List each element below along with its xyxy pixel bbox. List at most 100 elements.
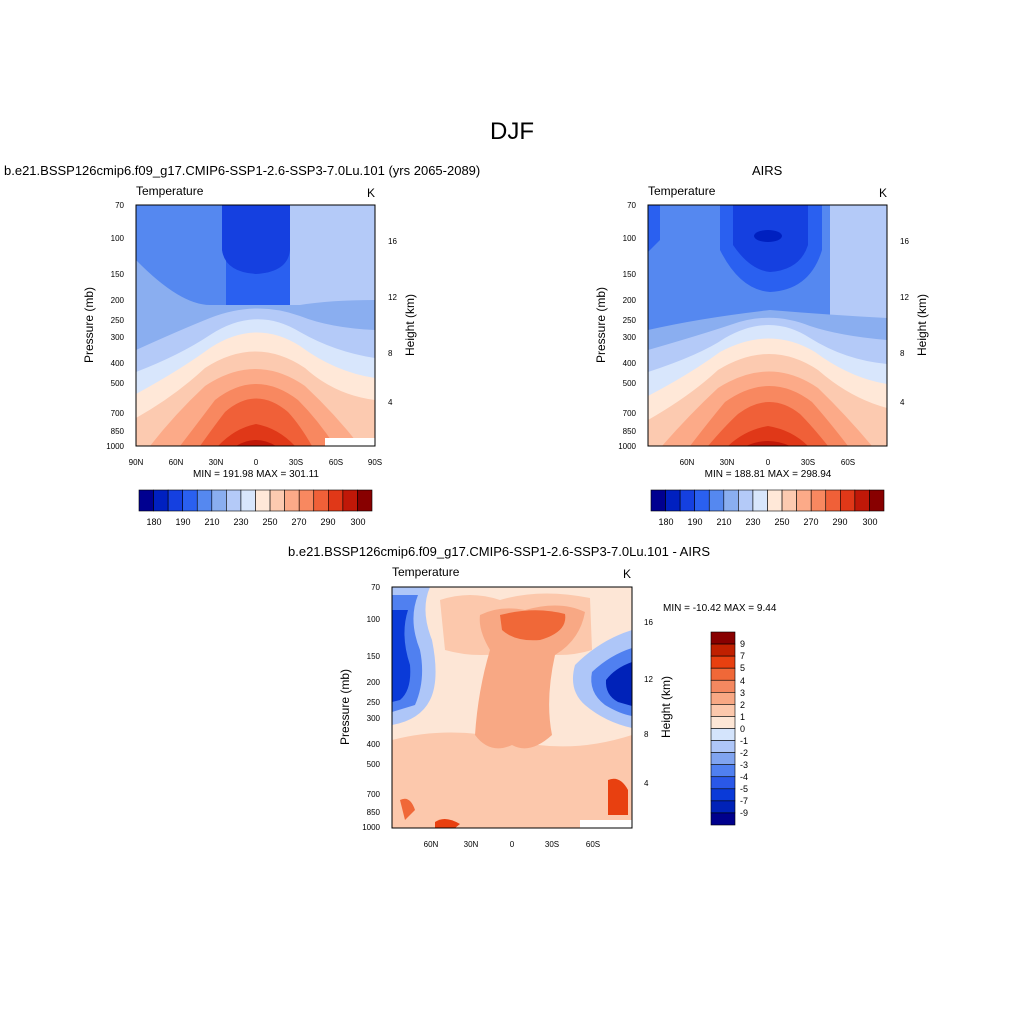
svg-text:850: 850 xyxy=(367,808,381,817)
svg-text:30N: 30N xyxy=(209,458,224,467)
panel3-subtitle: b.e21.BSSP126cmip6.f09_g17.CMIP6-SSP1-2.… xyxy=(288,544,711,559)
svg-text:16: 16 xyxy=(388,237,397,246)
svg-text:500: 500 xyxy=(367,760,381,769)
svg-text:2: 2 xyxy=(740,700,745,710)
svg-text:70: 70 xyxy=(627,201,636,210)
svg-text:290: 290 xyxy=(320,517,335,527)
svg-text:400: 400 xyxy=(111,359,125,368)
svg-text:9: 9 xyxy=(740,639,745,649)
svg-text:230: 230 xyxy=(745,517,760,527)
svg-text:100: 100 xyxy=(623,234,637,243)
colorbar-swatch xyxy=(710,776,736,790)
svg-text:300: 300 xyxy=(350,517,365,527)
colorbar-swatch xyxy=(710,704,736,717)
svg-text:4: 4 xyxy=(644,779,649,788)
colorbar-swatch xyxy=(710,728,736,741)
colorbar-swatch xyxy=(710,631,736,645)
svg-text:300: 300 xyxy=(111,333,125,342)
svg-text:150: 150 xyxy=(111,270,125,279)
svg-text:200: 200 xyxy=(623,296,637,305)
colorbar-swatch xyxy=(710,800,736,814)
svg-text:190: 190 xyxy=(687,517,702,527)
panel3-field xyxy=(392,587,632,828)
panel2-field xyxy=(648,205,887,446)
svg-text:300: 300 xyxy=(623,333,637,342)
svg-text:30S: 30S xyxy=(545,840,559,849)
svg-text:250: 250 xyxy=(262,517,277,527)
svg-text:250: 250 xyxy=(111,316,125,325)
svg-text:0: 0 xyxy=(510,840,515,849)
svg-text:12: 12 xyxy=(900,293,909,302)
panel2-stats: MIN = 188.81 MAX = 298.94 xyxy=(705,469,832,480)
svg-text:90N: 90N xyxy=(129,458,144,467)
panel3-units: K xyxy=(623,567,631,581)
svg-text:190: 190 xyxy=(175,517,190,527)
svg-text:230: 230 xyxy=(233,517,248,527)
panel3-colorbar xyxy=(710,631,736,826)
svg-text:1000: 1000 xyxy=(362,823,380,832)
svg-text:60N: 60N xyxy=(169,458,184,467)
svg-text:Pressure (mb): Pressure (mb) xyxy=(338,669,352,745)
svg-text:180: 180 xyxy=(658,517,673,527)
panel1-units: K xyxy=(367,186,375,200)
svg-text:8: 8 xyxy=(900,349,905,358)
svg-text:250: 250 xyxy=(623,316,637,325)
svg-text:-7: -7 xyxy=(740,796,748,806)
panel1-subtitle: b.e21.BSSP126cmip6.f09_g17.CMIP6-SSP1-2.… xyxy=(4,163,481,178)
colorbar-swatch xyxy=(710,643,736,657)
panel2-title: Temperature xyxy=(648,184,716,198)
colorbar-swatch xyxy=(710,752,736,765)
svg-text:70: 70 xyxy=(115,201,124,210)
panel2-units: K xyxy=(879,186,887,200)
panel1-field xyxy=(136,205,375,446)
svg-text:90S: 90S xyxy=(368,458,382,467)
svg-text:-3: -3 xyxy=(740,760,748,770)
svg-text:0: 0 xyxy=(740,724,745,734)
svg-text:850: 850 xyxy=(111,427,125,436)
svg-text:-9: -9 xyxy=(740,808,748,818)
svg-text:30S: 30S xyxy=(289,458,303,467)
svg-text:60N: 60N xyxy=(680,458,695,467)
svg-text:-2: -2 xyxy=(740,748,748,758)
svg-text:-5: -5 xyxy=(740,784,748,794)
svg-text:200: 200 xyxy=(367,678,381,687)
panel2-subtitle: AIRS xyxy=(752,163,783,178)
svg-text:700: 700 xyxy=(367,790,381,799)
colorbar-swatch xyxy=(710,764,736,778)
svg-text:Pressure (mb): Pressure (mb) xyxy=(594,287,608,363)
svg-text:7: 7 xyxy=(740,651,745,661)
svg-text:270: 270 xyxy=(803,517,818,527)
svg-text:0: 0 xyxy=(766,458,771,467)
colorbar-swatch xyxy=(710,740,736,753)
svg-text:0: 0 xyxy=(254,458,259,467)
svg-text:100: 100 xyxy=(111,234,125,243)
svg-text:5: 5 xyxy=(740,663,745,673)
colorbar-swatch xyxy=(357,489,373,512)
svg-text:-1: -1 xyxy=(740,736,748,746)
svg-text:200: 200 xyxy=(111,296,125,305)
colorbar-swatch xyxy=(710,716,736,729)
svg-text:150: 150 xyxy=(367,652,381,661)
svg-text:30N: 30N xyxy=(720,458,735,467)
svg-text:700: 700 xyxy=(623,409,637,418)
svg-text:12: 12 xyxy=(644,675,653,684)
svg-text:100: 100 xyxy=(367,615,381,624)
panel2-colorbar xyxy=(650,489,885,512)
svg-text:Height (km): Height (km) xyxy=(659,676,673,738)
svg-text:300: 300 xyxy=(367,714,381,723)
svg-text:Pressure (mb): Pressure (mb) xyxy=(82,287,96,363)
svg-text:60N: 60N xyxy=(424,840,439,849)
svg-text:70: 70 xyxy=(371,583,380,592)
svg-text:4: 4 xyxy=(900,398,905,407)
colorbar-swatch xyxy=(710,679,736,693)
svg-text:16: 16 xyxy=(644,618,653,627)
svg-text:1: 1 xyxy=(740,712,745,722)
svg-text:290: 290 xyxy=(832,517,847,527)
svg-text:250: 250 xyxy=(774,517,789,527)
svg-text:-4: -4 xyxy=(740,772,748,782)
svg-text:400: 400 xyxy=(367,740,381,749)
page-title: DJF xyxy=(490,118,534,145)
svg-text:300: 300 xyxy=(862,517,877,527)
